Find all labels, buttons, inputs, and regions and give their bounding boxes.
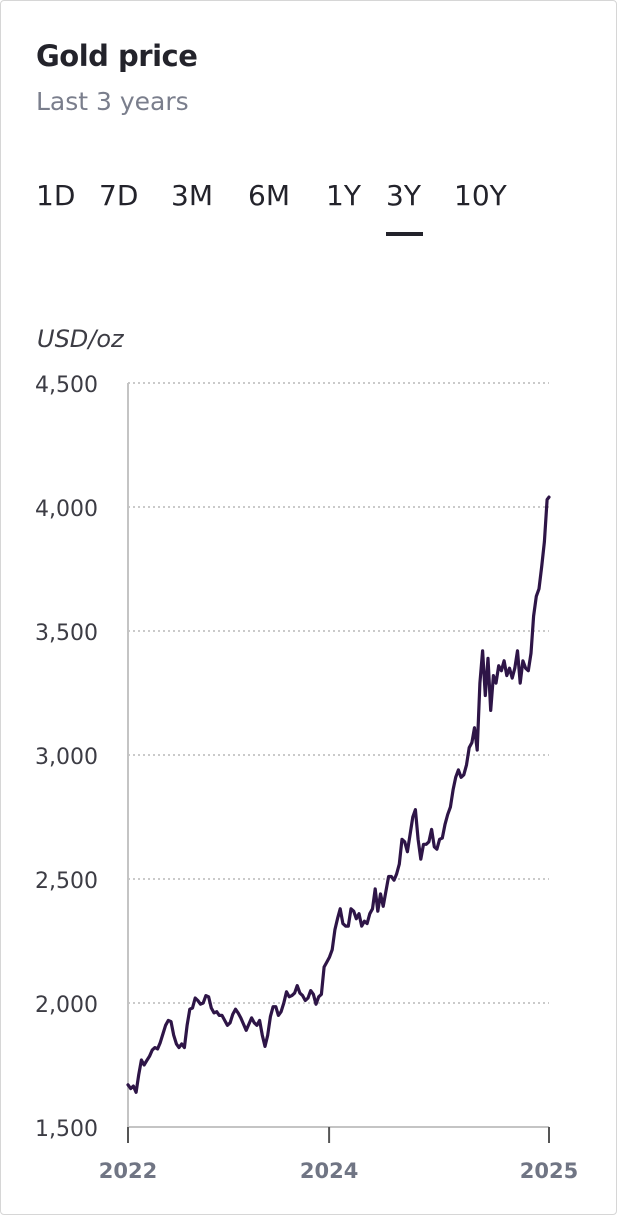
tab-6m[interactable]: 6M <box>248 179 290 212</box>
y-tick-label: 4,500 <box>35 373 98 398</box>
active-tab-indicator <box>386 232 423 236</box>
card-title: Gold price <box>36 39 198 73</box>
y-tick-label: 4,000 <box>35 497 98 522</box>
x-tick-label: 2025 <box>520 1159 578 1183</box>
y-tick-label: 2,500 <box>35 869 98 894</box>
price-line <box>126 495 551 1094</box>
x-tick-label: 2024 <box>300 1159 358 1183</box>
tab-3y[interactable]: 3Y <box>386 179 421 212</box>
card-subtitle: Last 3 years <box>36 87 189 116</box>
x-tick-label: 2022 <box>99 1159 157 1183</box>
y-tick-label: 3,500 <box>35 621 98 646</box>
y-tick-label: 2,000 <box>35 993 98 1018</box>
tab-3m[interactable]: 3M <box>171 179 213 212</box>
tab-10y[interactable]: 10Y <box>454 179 507 212</box>
tab-1y[interactable]: 1Y <box>326 179 361 212</box>
tab-7d[interactable]: 7D <box>99 179 139 212</box>
y-tick-label: 1,500 <box>35 1117 98 1142</box>
tab-1d[interactable]: 1D <box>36 179 76 212</box>
y-axis-unit-label: USD/oz <box>37 325 124 353</box>
y-tick-label: 3,000 <box>35 745 98 770</box>
